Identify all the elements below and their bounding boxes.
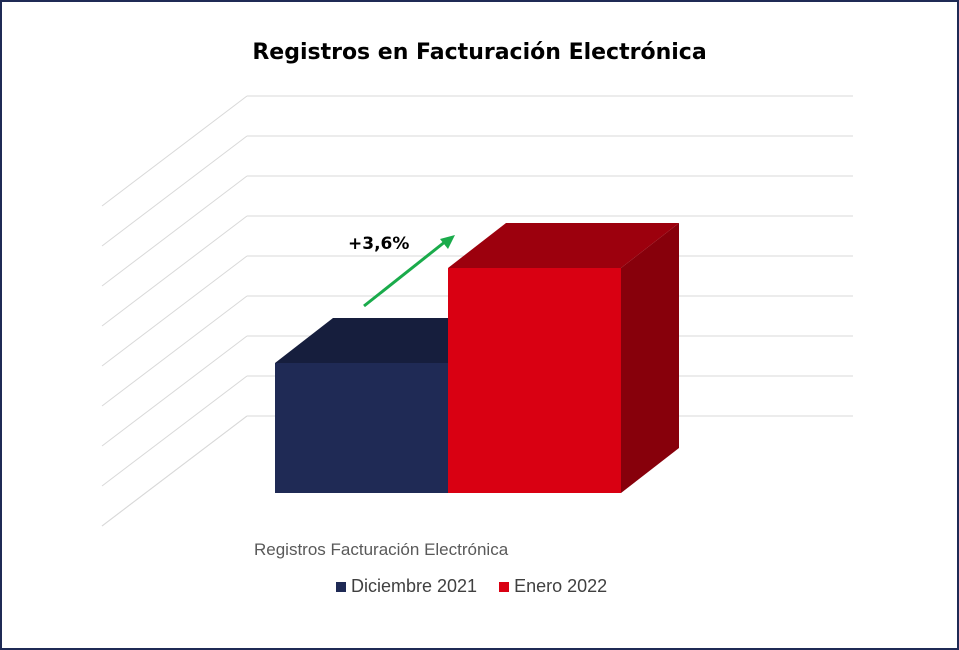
bar-top-face [448,223,679,268]
legend-item-diciembre: Diciembre 2021 [336,576,477,597]
growth-arrow-head [440,235,455,249]
legend-swatch-diciembre [336,581,346,592]
gridline-side [101,215,248,327]
gridline-side [101,335,248,447]
legend-label-diciembre: Diciembre 2021 [351,576,478,596]
gridline-side [101,295,248,407]
legend: Diciembre 2021 Enero 2022 [336,576,629,597]
gridline-side [101,175,248,287]
gridline-side [101,415,248,527]
bars [275,223,679,493]
legend-item-enero: Enero 2022 [499,576,607,597]
growth-annotation: +3,6% [348,234,410,254]
bar-side-face [621,223,679,493]
gridline-side [101,95,248,207]
bar-front-face [448,268,621,493]
category-label: Registros Facturación Electrónica [254,540,509,559]
bar-front-face [275,363,448,493]
legend-label-enero: Enero 2022 [514,576,608,596]
legend-swatch-enero [499,581,510,592]
gridline-side [101,135,248,247]
growth-arrow-line [363,239,447,308]
gridline-side [101,255,248,367]
bar-enero-2022 [448,223,679,493]
gridline-side [101,375,248,487]
chart-title: Registros en Facturación Electrónica [252,40,707,65]
growth-arrow [363,235,455,308]
